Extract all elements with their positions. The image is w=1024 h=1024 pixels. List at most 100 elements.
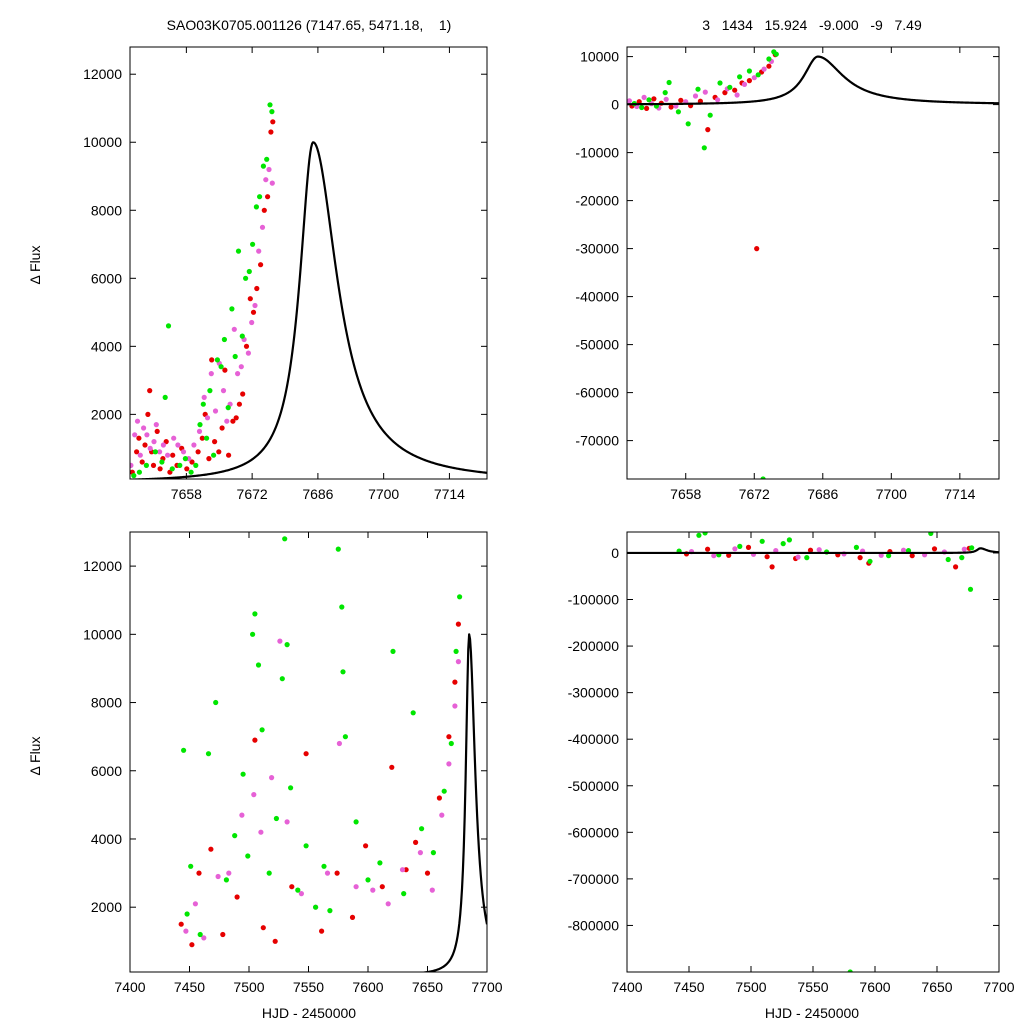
data-point-green (188, 469, 194, 475)
y-tick-label: 2000 (91, 899, 122, 915)
data-point-red (252, 737, 258, 743)
x-tick-label: 7714 (434, 486, 465, 502)
data-point-magenta (741, 81, 748, 87)
data-point-green (213, 699, 219, 706)
data-point-magenta (130, 462, 134, 468)
data-point-red (136, 435, 142, 441)
data-point-red (220, 931, 226, 938)
right-title: 3 1434 15.924 -9.000 -9 7.49 (702, 17, 922, 33)
data-point-magenta (711, 553, 717, 559)
data-point-red (212, 439, 218, 445)
data-point-red (436, 795, 442, 801)
data-point-green (945, 556, 951, 563)
data-point-green (193, 462, 199, 468)
data-point-red (247, 296, 253, 302)
data-point-green (701, 145, 707, 151)
data-point-green (685, 121, 691, 127)
data-point-red (236, 401, 242, 407)
data-point-red (184, 466, 190, 472)
data-point-red (931, 546, 938, 552)
data-point-green (184, 911, 190, 917)
data-point-red (272, 938, 278, 944)
data-point-red (754, 246, 760, 252)
data-point-red (157, 466, 163, 472)
data-point-green (205, 751, 212, 757)
panel-bottom-left-xlabel: HJD - 2450000 (262, 1005, 356, 1021)
data-point-green (188, 863, 194, 869)
data-point-red (668, 104, 674, 110)
top-left-frame (129, 46, 488, 480)
data-point-magenta (141, 425, 147, 431)
data-point-red (260, 925, 266, 931)
x-tick-label: 7500 (735, 979, 766, 995)
data-point-magenta (180, 449, 187, 455)
data-point-red (250, 309, 257, 315)
y-tick-label: -30000 (575, 241, 619, 257)
data-point-green (221, 336, 227, 343)
data-point-red (319, 928, 325, 934)
data-point-magenta (183, 928, 189, 934)
data-point-green (232, 353, 238, 360)
data-point-green (430, 850, 436, 856)
data-point-green (240, 771, 246, 777)
data-point-magenta (816, 547, 822, 553)
y-tick-label: -10000 (575, 145, 619, 161)
panel-bottom-left: Δ Flux HJD - 2450000 7400 7450 7500 7550 760… (27, 531, 503, 1021)
top-right-points (627, 49, 779, 479)
data-point-green (457, 594, 463, 600)
data-point-green (255, 662, 262, 668)
data-point-red (424, 870, 431, 876)
data-point-green (773, 51, 779, 57)
x-tick-label: 7672 (237, 486, 268, 502)
data-point-green (969, 545, 975, 551)
data-point-magenta (201, 935, 207, 941)
data-point-magenta (452, 703, 458, 709)
data-point-green (197, 931, 203, 938)
data-point-red (199, 435, 205, 441)
top-right-frame (626, 46, 1000, 480)
y-tick-label: -20000 (575, 193, 619, 209)
y-tick-label: -70000 (575, 433, 619, 449)
data-point-magenta (144, 432, 150, 438)
data-point-magenta (336, 740, 342, 747)
data-point-green (239, 333, 245, 339)
data-point-magenta (249, 319, 255, 326)
data-point-red (230, 418, 236, 424)
data-point-red (243, 343, 250, 349)
data-point-magenta (269, 775, 275, 781)
data-point-green (737, 543, 743, 550)
data-point-green (269, 109, 275, 115)
x-tick-label: 7700 (983, 979, 1014, 995)
data-point-magenta (266, 166, 272, 173)
model-curve (627, 55, 999, 106)
data-point-green (780, 541, 786, 547)
x-tick-label: 7650 (412, 979, 443, 995)
data-point-magenta (256, 248, 262, 254)
y-tick-label: 0 (611, 97, 619, 113)
panel-bottom-left-ylabel: Δ Flux (27, 737, 43, 776)
data-point-red (807, 547, 814, 553)
data-point-green (246, 268, 252, 275)
y-tick-label: 8000 (91, 695, 122, 711)
x-tick-label: 7658 (670, 486, 701, 502)
x-tick-label: 7500 (233, 979, 264, 995)
data-point-magenta (284, 819, 290, 825)
data-point-green (257, 194, 263, 200)
y-tick-label: 12000 (83, 558, 122, 574)
data-point-green (717, 80, 723, 86)
data-point-red (254, 285, 260, 292)
data-point-green (162, 394, 168, 400)
data-point-green (759, 538, 765, 544)
data-point-red (746, 78, 753, 84)
data-point-magenta (702, 89, 708, 95)
data-point-green (959, 555, 965, 561)
data-point-red (446, 734, 452, 740)
data-point-green (266, 870, 272, 876)
x-tick-label: 7400 (114, 979, 145, 995)
data-point-green (259, 727, 265, 733)
data-point-green (159, 459, 165, 465)
data-point-red (258, 262, 264, 268)
panel-top-right: 7658 7672 7686 7700 7714 10000 0 -10000 -20000 -3… (575, 46, 1000, 502)
panel-top-left-ylabel: Δ Flux (27, 246, 43, 285)
data-point-red (216, 449, 222, 455)
